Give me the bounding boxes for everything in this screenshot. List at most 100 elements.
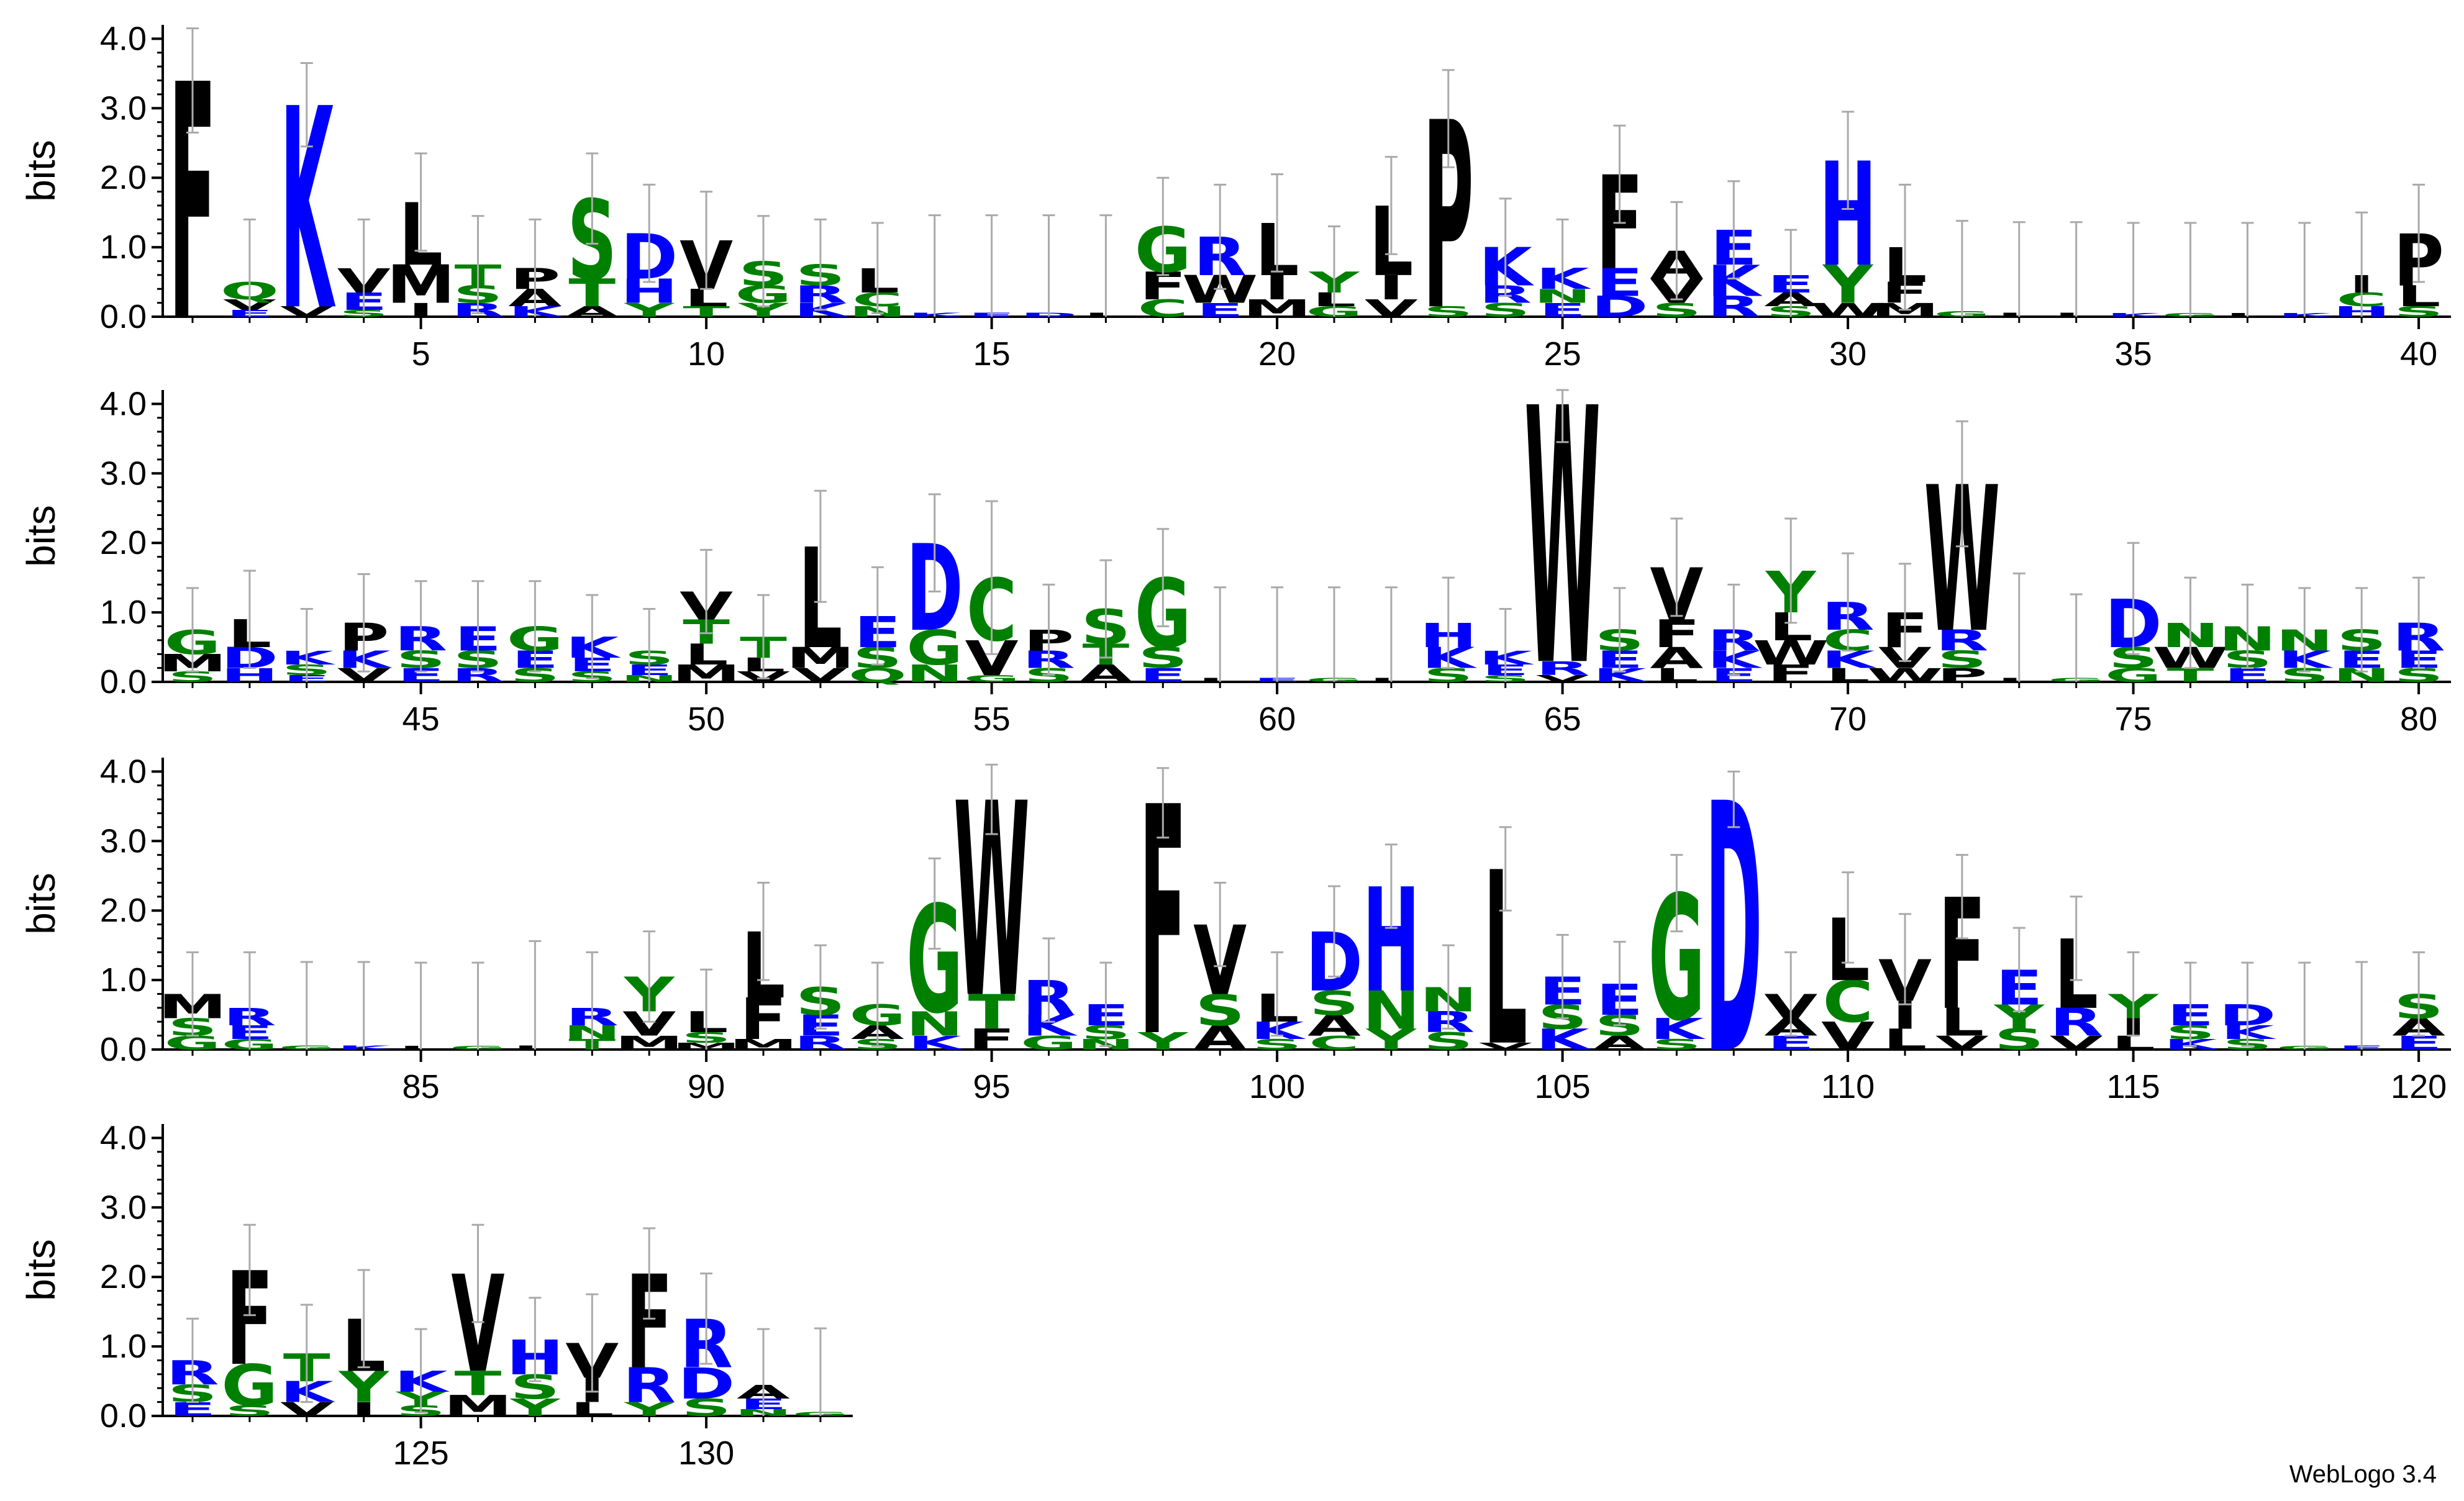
logo-letter: K bbox=[1479, 237, 1535, 298]
logo-letter: K bbox=[2163, 1036, 2219, 1053]
logo-letter: Y bbox=[624, 1399, 675, 1421]
logo-letter: N bbox=[906, 1005, 963, 1044]
logo-letter: V bbox=[1935, 1032, 1989, 1054]
logo-letter: M bbox=[615, 1032, 684, 1054]
logo-letter: E bbox=[1139, 664, 1186, 687]
logo-letter: S bbox=[1252, 1036, 1302, 1053]
x-tick-label: 120 bbox=[2391, 1068, 2447, 1105]
logo-letter: N bbox=[1362, 981, 1420, 1041]
x-tick-label: 70 bbox=[1829, 701, 1866, 738]
logo-letter: G bbox=[1021, 1032, 1077, 1054]
logo-letter: S bbox=[1937, 646, 1987, 674]
logo-letter: L bbox=[1883, 1023, 1927, 1057]
logo-letter: Y bbox=[1365, 1023, 1417, 1057]
logo-letter: Y bbox=[338, 1362, 389, 1412]
logo-letter: K bbox=[508, 304, 564, 320]
y-tick-label: 1.0 bbox=[100, 594, 147, 631]
y-tick-label: 3.0 bbox=[100, 455, 147, 492]
logo-row-4: 0.01.02.03.04.0bitsESRSGFVKTIYL125SYKMTV… bbox=[19, 1119, 853, 1472]
y-tick-label: 0.0 bbox=[100, 1031, 147, 1068]
logo-letter: Q bbox=[848, 664, 907, 687]
logo-letter: C bbox=[1138, 294, 1189, 322]
x-tick-label: 25 bbox=[1544, 335, 1581, 373]
logo-letter: Y bbox=[509, 1394, 561, 1422]
logo-letter: P bbox=[1937, 664, 1987, 687]
logo-letter: C bbox=[1309, 1032, 1360, 1054]
x-tick-label: 50 bbox=[688, 701, 725, 738]
logo-letter: V bbox=[1479, 1041, 1532, 1052]
logo-letter: D bbox=[1591, 291, 1648, 324]
logo-letter: A bbox=[1079, 660, 1132, 687]
x-tick-label: 55 bbox=[973, 701, 1011, 738]
logo-letter: A bbox=[1650, 642, 1703, 675]
logo-letter: E bbox=[1196, 299, 1243, 322]
logo-letter: G bbox=[906, 620, 963, 676]
y-tick-label: 1.0 bbox=[100, 1328, 147, 1365]
logo-letter: I bbox=[408, 299, 434, 322]
logo-letter: R bbox=[1536, 658, 1589, 680]
logo-letter: S bbox=[1481, 299, 1530, 322]
logo-letter: K bbox=[280, 647, 336, 669]
logo-letter: K bbox=[2278, 646, 2334, 674]
y-tick-label: 0.0 bbox=[100, 663, 147, 701]
logo-letter: K bbox=[1536, 263, 1592, 296]
y-axis-label: bits bbox=[19, 1239, 63, 1301]
x-tick-label: 40 bbox=[2400, 335, 2437, 373]
logo-letter: G bbox=[2105, 664, 2162, 687]
x-tick-label: 125 bbox=[393, 1435, 449, 1472]
y-tick-label: 2.0 bbox=[100, 1258, 147, 1295]
logo-letter: K bbox=[2107, 312, 2163, 318]
logo-letter: G bbox=[963, 673, 1020, 684]
y-tick-label: 4.0 bbox=[100, 1119, 147, 1156]
x-tick-label: 30 bbox=[1829, 335, 1866, 373]
y-tick-label: 2.0 bbox=[100, 524, 147, 561]
logo-letter: R bbox=[2050, 1001, 2103, 1045]
x-tick-label: 105 bbox=[1535, 1068, 1591, 1105]
logo-letter: I bbox=[1378, 268, 1404, 307]
logo-letter: M bbox=[386, 255, 455, 315]
x-tick-label: 85 bbox=[402, 1068, 440, 1105]
logo-letter: L bbox=[2397, 280, 2441, 314]
x-tick-label: 20 bbox=[1258, 335, 1296, 373]
logo-letter: F bbox=[1653, 612, 1700, 656]
logo-letter: K bbox=[1707, 256, 1763, 306]
y-tick-label: 4.0 bbox=[100, 753, 147, 790]
logo-letter: S bbox=[1424, 304, 1473, 320]
logo-letter: T bbox=[968, 984, 1016, 1040]
logo-letter: K bbox=[394, 1366, 450, 1399]
logo-letter: W bbox=[1867, 664, 1943, 687]
logo-letter: T bbox=[683, 304, 730, 320]
logo-letter: L bbox=[684, 638, 729, 672]
logo-letter: K bbox=[565, 632, 621, 665]
logo-letter: K bbox=[1593, 664, 1648, 687]
logo-letter: Y bbox=[1137, 1027, 1189, 1055]
logo-letter: N bbox=[906, 660, 963, 687]
weblogo-credit: WebLogo 3.4 bbox=[2289, 1461, 2437, 1488]
x-tick-label: 115 bbox=[2107, 1068, 2160, 1105]
logo-row-2: 0.01.02.03.04.0bitsSMGHDLESKVKP45ESRRSES… bbox=[19, 335, 2452, 745]
x-tick-label: 15 bbox=[973, 335, 1011, 373]
x-tick-label: 60 bbox=[1258, 701, 1296, 738]
x-tick-label: 90 bbox=[688, 1068, 725, 1105]
x-tick-label: 65 bbox=[1544, 701, 1581, 738]
y-tick-label: 0.0 bbox=[100, 298, 147, 335]
logo-letter: K bbox=[280, 1376, 336, 1409]
x-tick-label: 80 bbox=[2400, 701, 2437, 738]
logo-letter: V bbox=[1536, 673, 1589, 684]
logo-letter: T bbox=[568, 271, 616, 315]
y-tick-label: 2.0 bbox=[100, 892, 147, 929]
logo-letter: K bbox=[1650, 1013, 1706, 1046]
logo-letter: R bbox=[1935, 624, 1989, 658]
logo-letter: S bbox=[1424, 1027, 1473, 1055]
logo-letter: R bbox=[622, 1358, 676, 1413]
y-axis-label: bits bbox=[19, 140, 63, 202]
logo-letter: K bbox=[280, 51, 336, 372]
logo-letter: V bbox=[280, 304, 334, 320]
logo-letter: S bbox=[225, 1403, 275, 1420]
logo-letter: S bbox=[681, 1394, 731, 1422]
logo-letter: S bbox=[1652, 299, 1701, 322]
logo-letter: Y bbox=[624, 299, 675, 322]
logo-letter: W bbox=[1753, 633, 1829, 673]
logo-letter: R bbox=[794, 1032, 847, 1054]
